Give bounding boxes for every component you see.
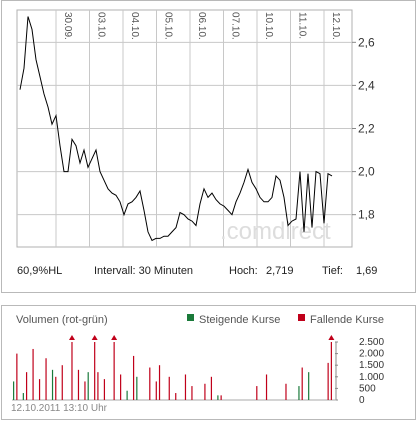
- falling-volume-bar: [113, 342, 115, 400]
- volume-header: Volumen (rot-grün) Steigende Kurse Falle…: [2, 314, 417, 330]
- falling-volume-bar: [158, 365, 161, 400]
- falling-volume-bar: [175, 393, 177, 400]
- y-tick-label: 2,0: [358, 165, 375, 179]
- overflow-arrow-icon: [68, 335, 75, 340]
- falling-volume-bar: [184, 374, 187, 400]
- falling-volume-bar: [77, 369, 80, 400]
- rising-volume-bar: [217, 395, 219, 400]
- falling-volume-bar: [220, 395, 222, 400]
- volume-title: Volumen (rot-grün): [16, 314, 108, 326]
- y-tick-label: 2,4: [358, 78, 375, 92]
- volume-bars: [13, 335, 335, 400]
- falling-volume-bar: [25, 372, 28, 400]
- overflow-arrow-icon: [91, 335, 98, 340]
- volume-y-tick-label: 0: [359, 395, 365, 406]
- falling-volume-bar: [191, 386, 193, 400]
- price-chart-panel: .comdirect 30.09. 03.10. 04.10. 05.10. 06.10…: [1, 0, 416, 293]
- x-tick-label: 12.10.: [330, 12, 341, 40]
- hl-stat: 60,9%HL: [17, 265, 63, 277]
- rising-legend-swatch: [187, 314, 194, 321]
- falling-volume-bar: [204, 383, 206, 400]
- volume-y-tick-label: 1.500: [359, 360, 384, 371]
- price-line: [19, 16, 333, 242]
- falling-volume-bar: [61, 365, 63, 400]
- x-tick-label: 06.10.: [196, 12, 207, 40]
- price-x-ticks: 30.09. 03.10. 04.10. 05.10. 06.10. 07.10. 10.1…: [62, 12, 341, 40]
- timestamp: 12.10.2011 13:10 Uhr: [11, 403, 108, 414]
- rising-volume-bar: [126, 390, 128, 400]
- low-label: Tief:: [322, 265, 343, 277]
- falling-volume-bar: [84, 381, 86, 400]
- price-y-ticks: 2,6 2,4 2,2 2,0 1,8: [358, 35, 375, 221]
- y-tick-label: 2,6: [358, 35, 375, 49]
- falling-volume-bar: [94, 342, 96, 400]
- volume-y-tick-label: 2.000: [359, 349, 384, 360]
- low-value: 1,69: [356, 265, 378, 277]
- rising-volume-bar: [87, 372, 89, 400]
- rising-volume-bar: [298, 386, 300, 400]
- volume-chart-panel: Volumen (rot-grün) Steigende Kurse Falle…: [1, 305, 416, 420]
- high-label: Hoch:: [229, 265, 258, 277]
- rising-volume-bar: [136, 376, 138, 400]
- price-grid: [16, 9, 356, 248]
- falling-volume-bar: [103, 379, 106, 400]
- falling-volume-bar: [120, 374, 122, 400]
- falling-volume-bar: [330, 342, 332, 400]
- x-tick-label: 04.10.: [129, 12, 140, 40]
- rising-volume-bar: [22, 393, 24, 400]
- falling-volume-bar: [149, 367, 151, 400]
- falling-volume-bar: [168, 376, 170, 400]
- interval-stat: Intervall: 30 Minuten: [94, 265, 194, 277]
- volume-y-tick-label: 1.000: [359, 372, 384, 383]
- stats-row: 60,9%HL Intervall: 30 Minuten Hoch: 2,71…: [2, 265, 417, 281]
- falling-volume-bar: [285, 383, 287, 400]
- falling-volume-bar: [71, 342, 73, 400]
- x-tick-label: 11.10.: [297, 12, 308, 39]
- rising-volume-bar: [13, 381, 15, 400]
- high-value: 2,719: [266, 265, 294, 277]
- falling-volume-bar: [45, 358, 47, 400]
- falling-volume-bar: [38, 379, 41, 400]
- falling-legend-label: Fallende Kurse: [310, 314, 384, 326]
- falling-volume-bar: [265, 374, 268, 400]
- falling-volume-bar: [32, 348, 34, 400]
- falling-volume-bar: [132, 355, 135, 400]
- overflow-arrow-icon: [111, 335, 118, 340]
- falling-volume-bar: [301, 367, 303, 400]
- falling-volume-bar: [256, 386, 258, 400]
- y-tick-label: 2,2: [358, 122, 375, 136]
- watermark: .comdirect: [220, 218, 331, 245]
- falling-volume-bar: [210, 376, 213, 400]
- x-tick-label: 03.10.: [96, 12, 107, 40]
- volume-y-tick-label: 500: [359, 383, 376, 394]
- x-tick-label: 07.10.: [230, 12, 241, 40]
- price-chart: .comdirect 30.09. 03.10. 04.10. 05.10. 06.10…: [16, 9, 375, 248]
- x-tick-label: 10.10.: [263, 12, 274, 40]
- overflow-arrow-icon: [328, 335, 335, 340]
- y-tick-label: 1,8: [358, 208, 375, 222]
- rising-legend-label: Steigende Kurse: [199, 314, 281, 326]
- falling-volume-bar: [97, 372, 99, 400]
- falling-volume-bar: [327, 362, 329, 400]
- falling-volume-bar: [16, 353, 18, 400]
- falling-volume-bar: [55, 376, 57, 400]
- falling-legend-swatch: [298, 314, 305, 321]
- volume-y-tick-label: 2.500: [359, 337, 384, 348]
- rising-volume-bar: [308, 372, 310, 400]
- x-tick-label: 05.10.: [163, 12, 174, 40]
- falling-volume-bar: [155, 381, 157, 400]
- x-tick-label: 30.09.: [62, 12, 73, 40]
- rising-volume-bar: [51, 369, 54, 400]
